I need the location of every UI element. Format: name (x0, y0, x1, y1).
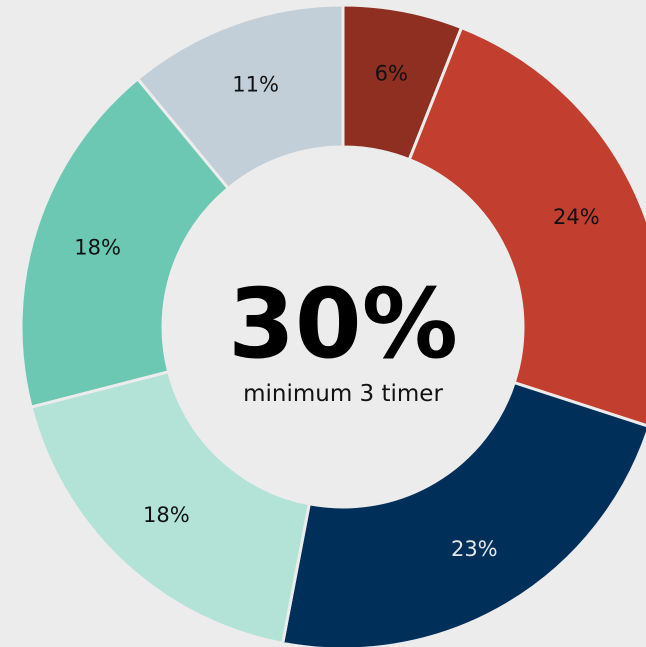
slice-label-2: 24% (553, 205, 600, 229)
center-caption: minimum 3 timer (243, 381, 443, 407)
slice-label-1: 6% (375, 62, 408, 86)
donut-center-hole (163, 147, 523, 507)
slice-label-4: 18% (143, 503, 190, 527)
center-value: 30% (228, 268, 458, 380)
slice-label-3: 23% (451, 537, 498, 561)
slice-label-5: 18% (74, 235, 121, 259)
slice-labels: 6% 24% 23% 18% 18% 11% (74, 62, 599, 561)
slice-label-6: 11% (232, 72, 279, 96)
